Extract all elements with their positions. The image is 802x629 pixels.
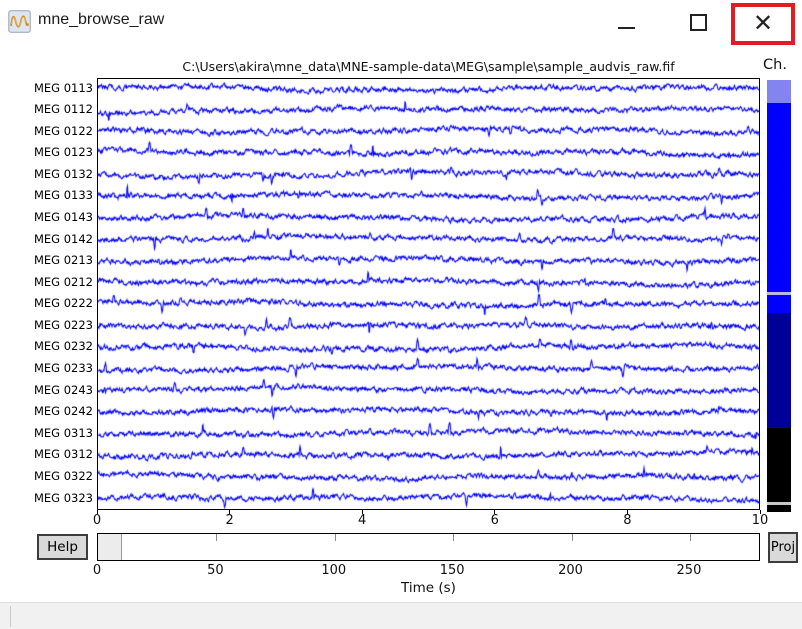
minimize-button[interactable] — [618, 27, 635, 29]
channel-label[interactable]: MEG 0312 — [33, 447, 93, 462]
scrollbar-tick-mark — [334, 534, 336, 541]
x-tick-label: 8 — [623, 513, 632, 528]
channel-label[interactable]: MEG 0243 — [33, 382, 93, 397]
x-tick-mark — [229, 510, 231, 514]
scrollbar-tick-mark — [453, 534, 455, 541]
channel-type-segment — [767, 428, 791, 502]
channel-label[interactable]: MEG 0313 — [33, 425, 93, 440]
x-tick-mark — [626, 510, 628, 514]
status-strip — [0, 602, 802, 629]
channel-label[interactable]: MEG 0112 — [33, 102, 93, 117]
title-bar: mne_browse_raw ✕ — [0, 0, 802, 46]
app-icon[interactable] — [8, 10, 31, 33]
window-title: mne_browse_raw — [38, 11, 165, 28]
channel-label[interactable]: MEG 0242 — [33, 404, 93, 419]
channel-type-segment — [767, 505, 791, 512]
time-scrollbar[interactable] — [97, 533, 760, 561]
channel-label[interactable]: MEG 0212 — [33, 274, 93, 289]
scrollbar-tick-label: 250 — [676, 563, 702, 578]
scrollbar-tick-mark — [689, 534, 691, 541]
channel-label[interactable]: MEG 0213 — [33, 253, 93, 268]
channel-label[interactable]: MEG 0123 — [33, 145, 93, 160]
scrollbar-tick-mark — [216, 534, 218, 541]
scrollbar-tick-mark — [571, 534, 573, 541]
x-tick-mark — [96, 510, 98, 514]
maximize-button[interactable] — [690, 14, 707, 31]
scrollbar-tick-label: 200 — [558, 563, 583, 578]
trace-canvas[interactable] — [98, 79, 759, 509]
channel-label[interactable]: MEG 0133 — [33, 188, 93, 203]
channel-type-segment — [767, 313, 791, 428]
channel-label[interactable]: MEG 0122 — [33, 123, 93, 138]
channel-label[interactable]: MEG 0223 — [33, 317, 93, 332]
figure-title-path: C:\Users\akira\mne_data\MNE-sample-data\… — [182, 59, 675, 74]
x-tick-mark — [759, 510, 761, 514]
channel-label[interactable]: MEG 0143 — [33, 209, 93, 224]
proj-button[interactable]: Proj — [768, 532, 798, 563]
scrollbar-tick-label: 100 — [321, 563, 347, 578]
channel-label[interactable]: MEG 0233 — [33, 361, 93, 376]
channel-label[interactable]: MEG 0113 — [33, 80, 93, 95]
close-button[interactable]: ✕ — [752, 9, 774, 37]
scrollbar-tick-label: 50 — [207, 563, 224, 578]
channel-label[interactable]: MEG 0323 — [33, 490, 93, 505]
scrollbar-tick-label: 150 — [439, 563, 465, 578]
x-tick-mark — [494, 510, 496, 514]
channel-type-segment — [767, 103, 791, 292]
x-tick-label: 10 — [751, 513, 769, 528]
scrollbar-tick-label: 0 — [92, 563, 102, 578]
channel-label[interactable]: MEG 0132 — [33, 166, 93, 181]
channel-label[interactable]: MEG 0222 — [33, 296, 93, 311]
x-tick-mark — [361, 510, 363, 514]
channel-type-segment — [767, 292, 791, 295]
channel-label[interactable]: MEG 0232 — [33, 339, 93, 354]
raw-trace-plot — [97, 78, 760, 510]
x-tick-label: 2 — [225, 513, 234, 528]
channel-type-segment — [767, 80, 791, 103]
channel-type-segment — [767, 502, 791, 505]
time-axis-label: Time (s) — [401, 580, 456, 596]
channel-label[interactable]: MEG 0142 — [33, 231, 93, 246]
status-strip-divider — [10, 606, 11, 627]
scrollbar-thumb[interactable] — [98, 534, 122, 560]
channel-label[interactable]: MEG 0322 — [33, 468, 93, 483]
help-button[interactable]: Help — [37, 534, 88, 560]
x-tick-label: 4 — [358, 513, 367, 528]
channel-type-segment — [767, 295, 791, 313]
x-tick-label: 6 — [490, 513, 499, 528]
channel-bar-header: Ch. — [763, 57, 787, 73]
x-tick-label: 0 — [92, 513, 102, 528]
channel-type-bar[interactable] — [767, 80, 791, 512]
